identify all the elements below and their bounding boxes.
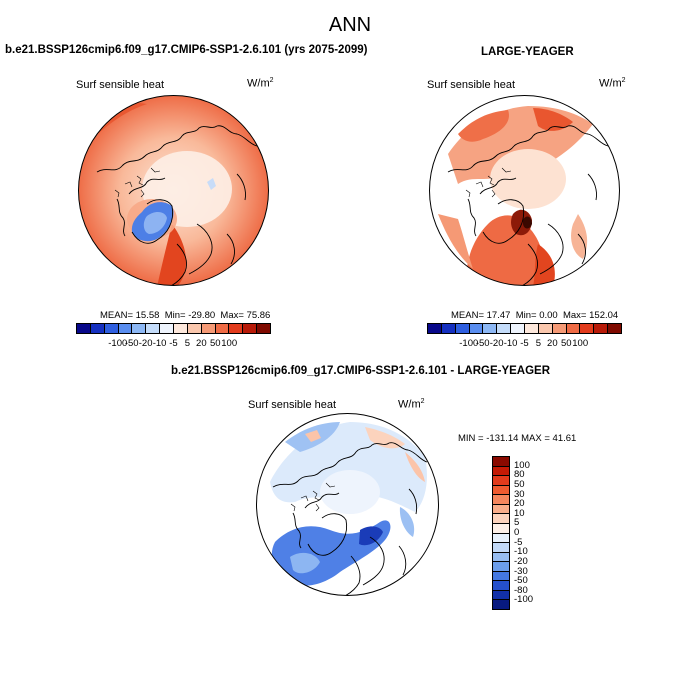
panel-2-title: LARGE-YEAGER: [481, 46, 574, 58]
panel-1-colorbar-cell: [117, 324, 132, 333]
panel-2-colorbar-tick-label: -20: [489, 338, 504, 349]
panel-3-colorbar-tick-label: 10: [514, 507, 525, 519]
panel-1-colorbar-cell: [228, 324, 243, 333]
panel-3-colorbar-cell: [493, 503, 509, 514]
panel-1-units: W/m2: [247, 77, 274, 90]
panel-1-colorbar: [76, 323, 271, 334]
panel-1-colorbar-cell: [242, 324, 257, 333]
panel-2-colorbar-tick-label: -10: [503, 338, 518, 349]
panel-3-colorbar-cell: [493, 589, 509, 600]
panel-1-colorbar-cell: [159, 324, 174, 333]
panel-3-colorbar-tick-label: 80: [514, 469, 525, 481]
panel-3-colorbar-tick-label: -80: [514, 584, 528, 596]
panel-2-colorbar-cell: [607, 324, 622, 333]
panel-1-colorbar-tick-label: -20: [138, 338, 153, 349]
panel-2-colorbar-cell: [440, 324, 455, 333]
panel-2-polar-map: [429, 95, 620, 286]
panel-2-colorbar-tick-label: -5: [520, 338, 529, 349]
panel-3-colorbar-cell: [493, 551, 509, 562]
panel-3-colorbar-cell: [493, 484, 509, 495]
panel-3-colorbar-tick-label: 100: [514, 459, 530, 471]
panel-1-colorbar-cell: [103, 324, 118, 333]
panel-1-polar-map: [78, 95, 269, 286]
panel-3-colorbar-tick-label: -20: [514, 555, 528, 567]
panel-3-colorbar-tick-label: -10: [514, 546, 528, 558]
panel-3-polar-map: [256, 413, 439, 596]
panel-3-colorbar-cell: [493, 570, 509, 581]
panel-3-colorbar-tick-label: -100: [514, 594, 534, 606]
panel-1-colorbar-cell: [200, 324, 215, 333]
panel-3-title: b.e21.BSSP126cmip6.f09_g17.CMIP6-SSP1-2.…: [171, 365, 551, 377]
panel-2-variable-label: Surf sensible heat: [427, 79, 516, 91]
panel-2-colorbar-cell: [524, 324, 538, 333]
panel-3-colorbar-cell: [493, 580, 509, 590]
panel-2-colorbar: [427, 323, 622, 334]
panel-2-colorbar-cell: [551, 324, 566, 333]
panel-3-colorbar-tick-label: 20: [514, 498, 525, 510]
panel-2-colorbar-cell: [468, 324, 483, 333]
panel-2-colorbar-cell: [565, 324, 580, 333]
panel-3-colorbar-cell: [493, 494, 509, 504]
panel-1-colorbar-ticks: -100 -50 -20 -10 -5 5 20 50 100: [76, 338, 271, 350]
panel-1-colorbar-tick-label: 100: [221, 338, 238, 349]
main-title: ANN: [328, 14, 372, 36]
panel-3-colorbar-tick-label: 5: [514, 517, 520, 529]
panel-3-units: W/m2: [398, 398, 425, 411]
panel-3-colorbar-cell: [493, 465, 509, 476]
panel-2-colorbar-cell: [593, 324, 608, 333]
panel-2-colorbar-tick-label: -100: [459, 338, 479, 349]
panel-1-colorbar-cell: [131, 324, 146, 333]
panel-1-colorbar-tick-label: -5: [169, 338, 178, 349]
panel-2-colorbar-tick-label: 5: [535, 338, 542, 349]
panel-1-title: b.e21.BSSP126cmip6.f09_g17.CMIP6-SSP1-2.…: [5, 44, 368, 56]
panel-3-stats: MIN = -131.14 MAX = 41.61: [458, 433, 577, 444]
panel-2-colorbar-cell: [579, 324, 594, 333]
panel-2-colorbar-ticks: -100 -50 -20 -10 -5 5 20 50 100: [427, 338, 622, 350]
panel-1-colorbar-tick-label: -50: [124, 338, 139, 349]
panel-1-colorbar-tick-label: -100: [108, 338, 128, 349]
panel-2-units: W/m2: [599, 77, 626, 90]
panel-3-colorbar-cell: [493, 475, 509, 485]
panel-1-colorbar-tick-label: 5: [184, 338, 191, 349]
panel-3-colorbar-cell: [493, 532, 509, 543]
panel-3-colorbar-cell: [493, 522, 509, 533]
panel-3-colorbar-tick-label: 0: [514, 527, 520, 538]
panel-3-colorbar-tick-label: 50: [514, 478, 525, 490]
panel-3-colorbar-tick-label: -30: [514, 565, 528, 577]
panel-2-colorbar-cell: [482, 324, 497, 333]
panel-2-colorbar-tick-label: 20: [547, 338, 558, 349]
panel-2-colorbar-tick-label: 50: [560, 338, 572, 349]
panel-3-colorbar-tick-label: -5: [514, 536, 523, 548]
panel-2-colorbar-cell: [537, 324, 552, 333]
panel-1-stats: MEAN= 15.58 Min= -29.80 Max= 75.86: [100, 310, 271, 321]
panel-2-stats: MEAN= 17.47 Min= 0.00 Max= 152.04: [451, 310, 619, 321]
panel-1-colorbar-tick-label: -10: [152, 338, 167, 349]
panel-3-colorbar-tick-label: -50: [514, 575, 528, 587]
panel-2-colorbar-cell: [496, 324, 511, 333]
panel-3-colorbar-ticks: 100 80 50 30 20 10 5 0 -5 -10 -20 -30 -50 -80 -100: [514, 456, 554, 610]
panel-1-colorbar-cell: [256, 324, 271, 333]
panel-2-colorbar-tick-label: 100: [572, 338, 589, 349]
panel-1-colorbar-tick-label: 50: [209, 338, 221, 349]
panel-2-colorbar-cell: [454, 324, 469, 333]
panel-2-colorbar-tick-label: -50: [475, 338, 490, 349]
panel-1-variable-label: Surf sensible heat: [76, 79, 165, 91]
panel-1-colorbar-cell: [173, 324, 187, 333]
panel-3-colorbar-cell: [493, 599, 509, 609]
panel-1-colorbar-cell: [89, 324, 104, 333]
panel-3-colorbar-cell: [493, 513, 509, 523]
panel-2-colorbar-cell: [428, 324, 441, 333]
panel-1-colorbar-cell: [214, 324, 229, 333]
panel-3-colorbar: [492, 456, 510, 610]
panel-2-colorbar-cell: [510, 324, 525, 333]
panel-1-colorbar-cell: [145, 324, 160, 333]
panel-3-colorbar-tick-label: 30: [514, 488, 525, 500]
panel-1-colorbar-tick-label: 20: [196, 338, 207, 349]
panel-3-colorbar-cell: [493, 542, 509, 552]
panel-1-colorbar-cell: [186, 324, 201, 333]
panel-3-variable-label: Surf sensible heat: [248, 399, 337, 411]
panel-3-colorbar-cell: [493, 457, 509, 466]
panel-3-colorbar-cell: [493, 561, 509, 571]
panel-1-colorbar-cell: [77, 324, 90, 333]
